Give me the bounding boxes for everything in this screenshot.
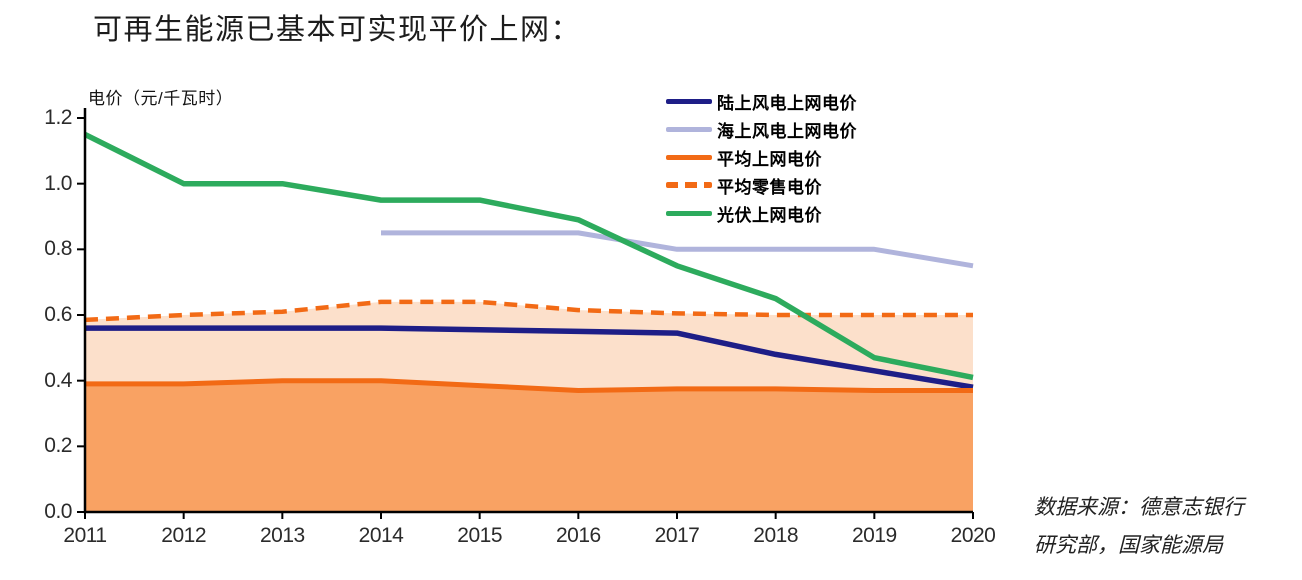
y-axis-unit-label: 电价（元/千瓦时） [88,89,234,108]
x-tick-label-2012: 2012 [161,524,207,547]
legend-swatch-onshore-wind [666,98,712,104]
series-line-4 [83,131,974,381]
series-line-1 [381,230,974,269]
x-tick-label-2014: 2014 [358,524,404,547]
legend-label-offshore-wind: 海上风电上网电价 [717,121,857,141]
legend-swatch-offshore-wind [666,126,712,132]
y-tick-label-0.2: 0.2 [44,434,72,458]
series-line-2 [85,378,973,393]
x-tick-label-2020: 2020 [950,524,996,547]
legend-label-onshore-wind: 陆上风电上网电价 [717,93,857,113]
x-tick-label-2016: 2016 [555,524,601,547]
legend-label-avg-retail-price: 平均零售电价 [717,177,822,197]
series-line-0 [85,325,974,390]
y-tick-label-0.6: 0.6 [44,303,72,326]
legend-swatch-avg-retail-price [666,182,712,188]
area-fill-1 [85,301,973,391]
legend-label-solar-pv: 光伏上网电价 [717,205,822,225]
x-tick-label-2019: 2019 [851,524,897,547]
chart-legend: 陆上风电上网电价 海上风电上网电价 平均上网电价 平均零售电价 光伏上网电价 [666,87,857,227]
legend-item-offshore-wind: 海上风电上网电价 [666,115,857,143]
legend-swatch-solar-pv [666,210,712,216]
x-tick-label-2015: 2015 [457,524,503,547]
area-fill-0 [85,380,973,512]
x-tick-label-2018: 2018 [753,524,799,547]
data-source-line-1: 数据来源：德意志银行 [1034,495,1244,519]
legend-item-avg-retail-price: 平均零售电价 [666,171,857,199]
legend-item-avg-grid-price: 平均上网电价 [666,143,857,171]
x-tick-label-2011: 2011 [63,524,107,547]
y-tick-label-0.8: 0.8 [44,237,72,261]
data-source-note: 数据来源：德意志银行 研究部，国家能源局 [1034,488,1244,564]
y-tick-label-1.2: 1.2 [44,106,72,129]
x-tick-label-2017: 2017 [654,524,700,547]
legend-item-onshore-wind: 陆上风电上网电价 [666,87,857,115]
x-tick-label-2013: 2013 [259,524,305,547]
data-source-line-2: 研究部，国家能源局 [1034,533,1223,557]
y-tick-label-0.4: 0.4 [44,368,72,392]
legend-label-avg-grid-price: 平均上网电价 [717,149,822,169]
y-tick-label-0.0: 0.0 [44,500,72,523]
legend-item-solar-pv: 光伏上网电价 [666,199,857,227]
y-tick-label-1.0: 1.0 [44,171,72,195]
page-title: 可再生能源已基本可实现平价上网： [93,14,582,46]
series-line-3 [84,299,973,323]
legend-swatch-avg-grid-price [666,154,712,160]
